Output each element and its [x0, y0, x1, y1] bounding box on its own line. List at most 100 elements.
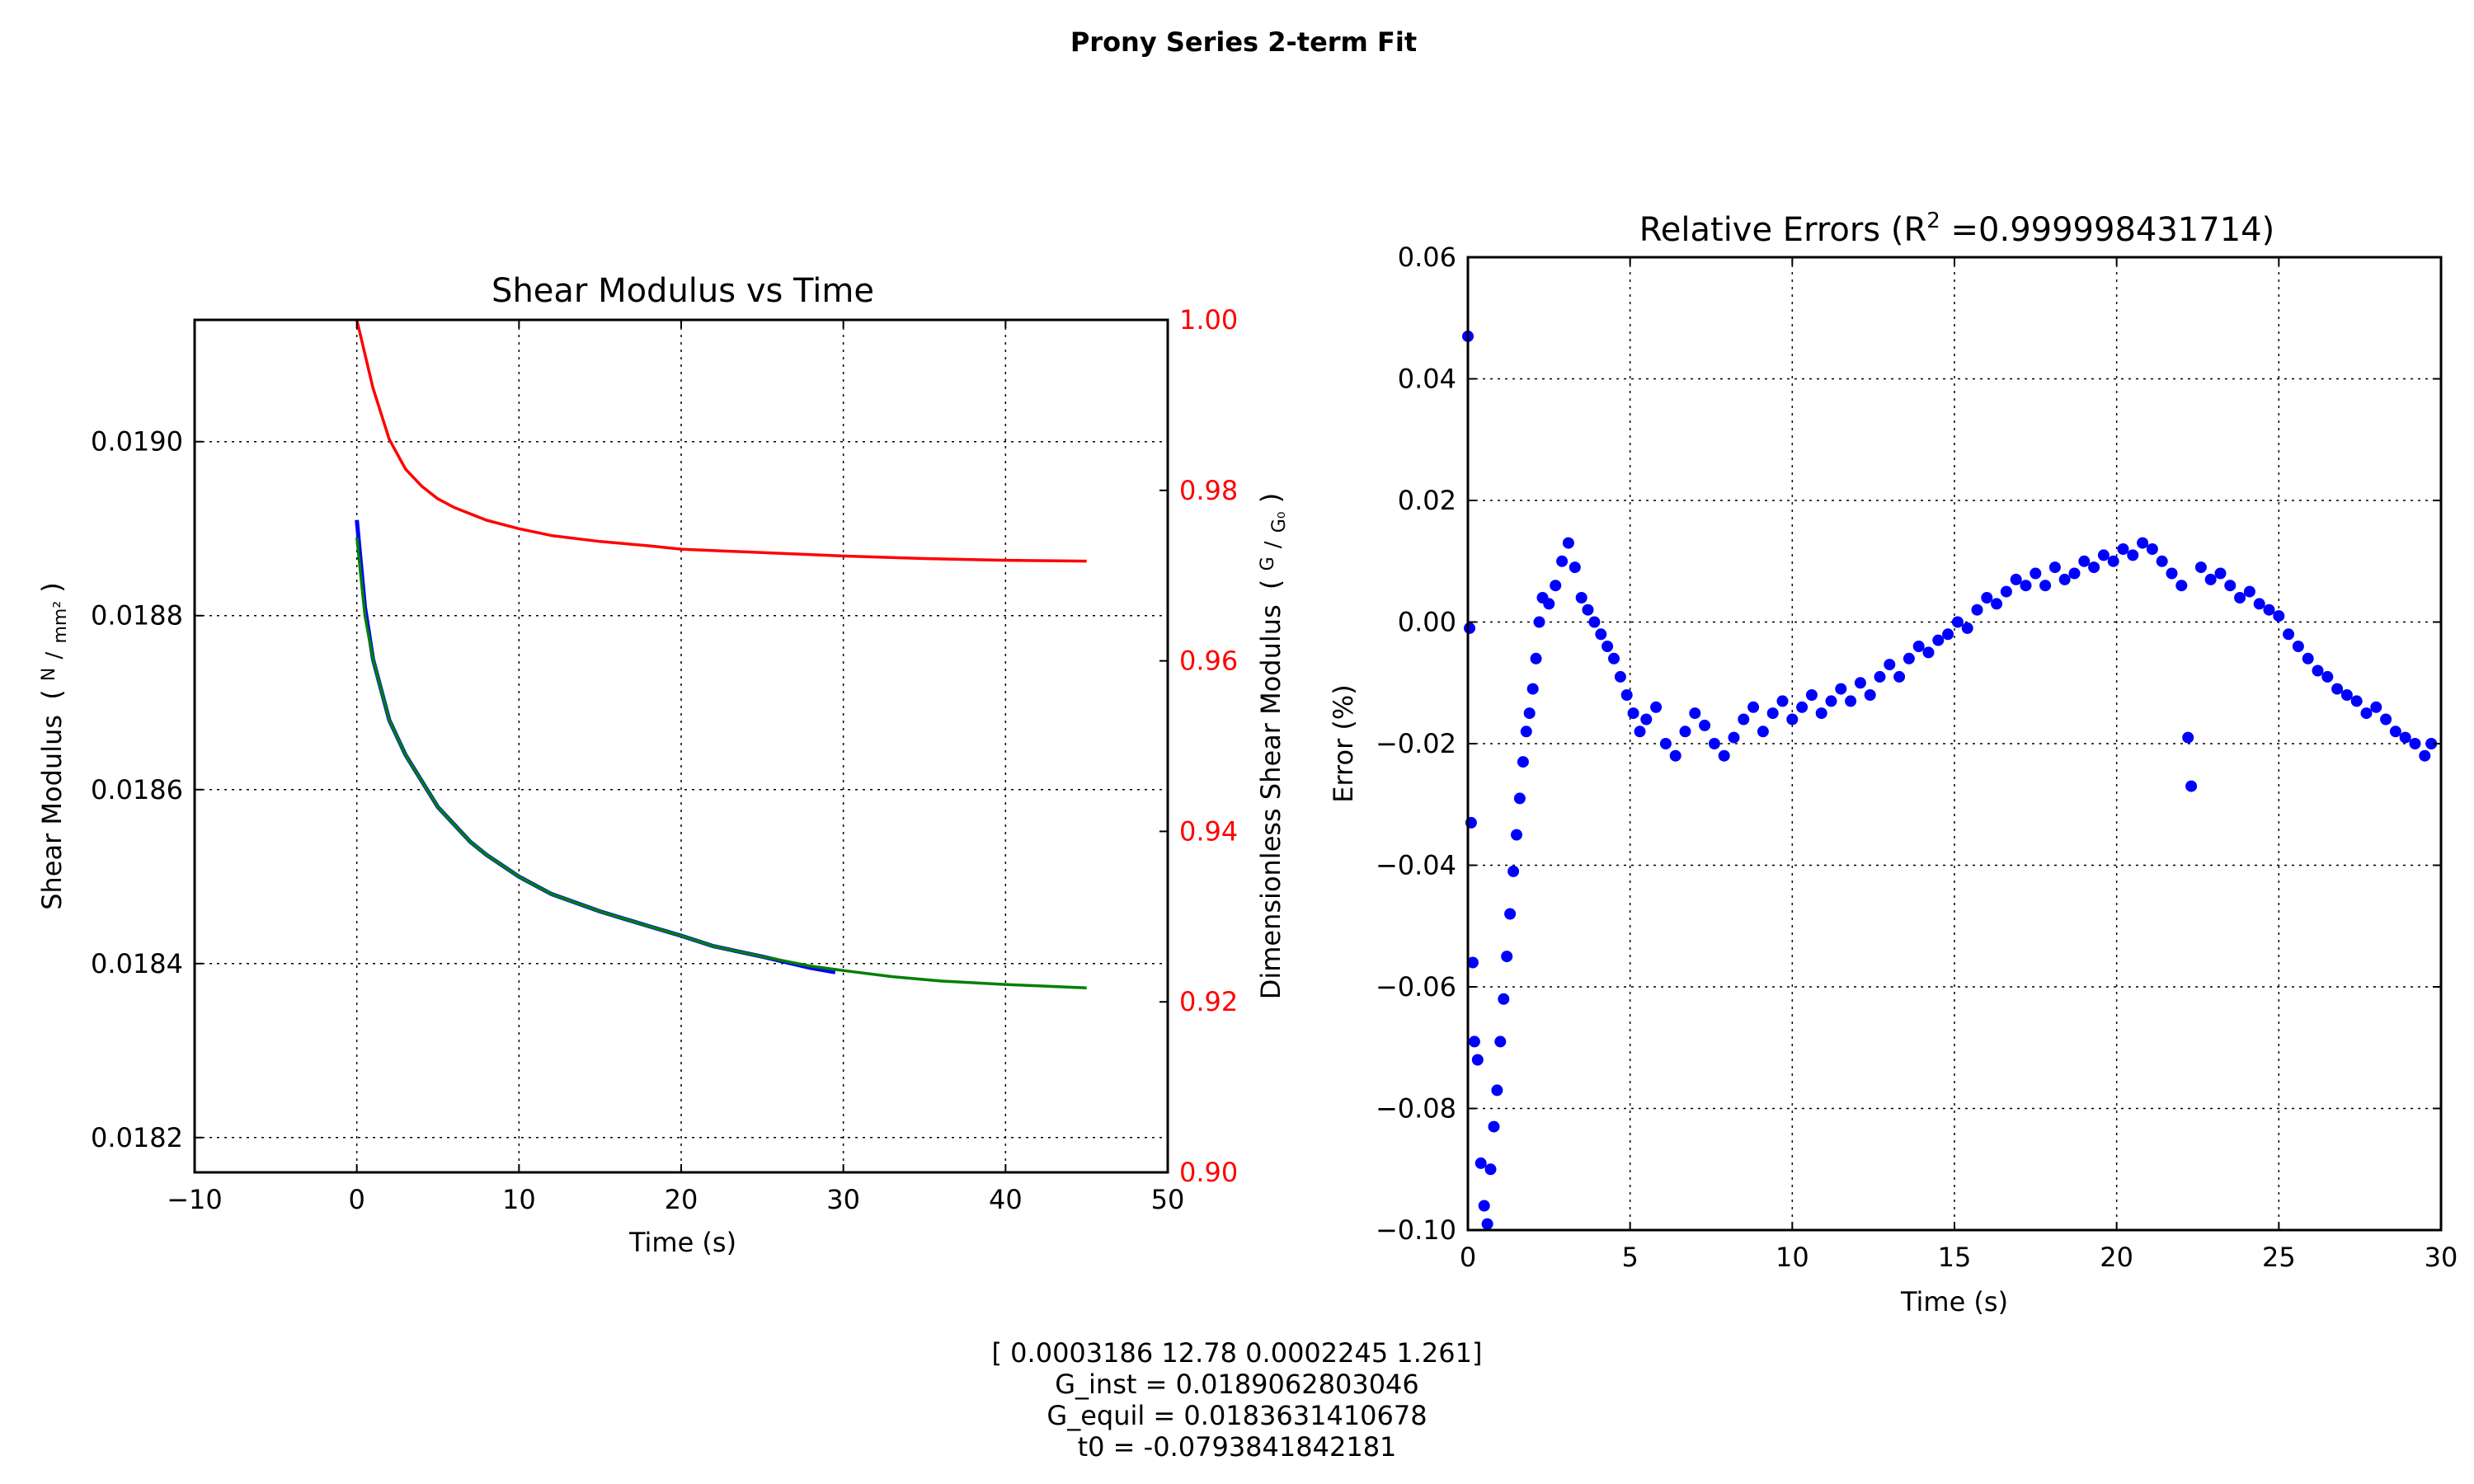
error-point: [2058, 573, 2071, 585]
error-point: [1526, 683, 1539, 695]
err-y-tick-label: 0.04: [1398, 364, 1456, 395]
right-y-unit-num: G: [1258, 556, 1278, 571]
error-point: [1491, 1084, 1503, 1097]
right-y-axis-label: Dimensionless Shear Modulus ( G / G₀ ): [1249, 493, 1291, 1000]
left-x-axis-label: Time (s): [628, 1227, 736, 1258]
error-point: [1582, 603, 1594, 616]
error-point: [2020, 580, 2032, 592]
error-point: [2214, 567, 2227, 580]
left-y-tick-label: 0.0186: [91, 774, 183, 805]
fit-params: [ 0.0003186 12.78 0.0002245 1.261]: [991, 1337, 1483, 1369]
g-inst: G_inst = 0.0189062803046: [1055, 1369, 1419, 1400]
right-y-tick-label: 1.00: [1179, 304, 1238, 336]
error-point: [1562, 537, 1574, 549]
error-point: [2399, 731, 2411, 744]
error-point: [1507, 865, 1520, 877]
error-point: [2107, 555, 2119, 567]
error-point: [1893, 670, 1906, 683]
measured-modulus-line: [355, 519, 836, 974]
error-point: [1971, 603, 1983, 616]
relative-errors-chart: Relative Errors (R2 =0.999998431714) 0 5 1…: [1328, 209, 2458, 1317]
error-point: [1922, 646, 1935, 659]
error-point: [1475, 1157, 1487, 1169]
left-y-ticks: 0.0182 0.0184 0.0186 0.0188 0.0190: [91, 426, 203, 1153]
error-point: [1494, 1036, 1507, 1048]
err-y-tick-label: −0.08: [1376, 1093, 1456, 1125]
error-point: [1776, 695, 1789, 707]
left-x-tick-label: 40: [989, 1184, 1023, 1215]
error-point: [2166, 567, 2178, 580]
error-point: [1504, 908, 1517, 920]
error-point: [1511, 829, 1522, 841]
error-point: [1951, 616, 1964, 628]
error-point: [2273, 610, 2285, 622]
error-point: [2204, 573, 2217, 585]
error-point: [2331, 683, 2344, 695]
err-x-tick-label: 30: [2425, 1242, 2458, 1273]
error-point: [1805, 689, 1818, 701]
error-point: [1786, 713, 1799, 726]
error-point: [1471, 1054, 1484, 1066]
error-point: [2370, 701, 2382, 713]
error-point: [1484, 1163, 1497, 1176]
error-point: [2185, 780, 2198, 792]
error-point: [2350, 695, 2363, 707]
right-title-superscript: 2: [1926, 209, 1940, 233]
error-point: [2263, 603, 2275, 616]
error-point: [2048, 561, 2061, 574]
error-point: [1543, 598, 1555, 610]
error-point: [2039, 580, 2052, 592]
right-y-label-text: Dimensionless Shear Modulus: [1255, 604, 1286, 999]
left-y-tick-label: 0.0184: [91, 948, 183, 979]
error-point: [1523, 707, 1536, 720]
right-axes-frame: [1466, 256, 2443, 1232]
figure-suptitle: Prony Series 2-term Fit: [1070, 26, 1417, 58]
error-point: [1602, 641, 1614, 652]
error-point: [2127, 549, 2139, 561]
error-point: [1513, 792, 1526, 805]
error-point: [2030, 567, 2042, 580]
shear-modulus-chart: Shear Modulus vs Time −10 0 10 20 30 40 50 0.0…: [30, 272, 1291, 1258]
err-x-tick-label: 20: [2100, 1242, 2133, 1273]
error-point: [1498, 993, 1510, 1005]
err-x-tick-label: 5: [1621, 1242, 1638, 1273]
error-point: [2340, 689, 2353, 701]
error-point: [1533, 616, 1545, 628]
left-y-axis-label: Shear Modulus ( N / mm² ): [30, 582, 73, 910]
left-y-unit-den: mm²: [50, 601, 71, 644]
error-point: [1608, 652, 1620, 665]
right-title-value: =0.999998431714): [1940, 211, 2274, 249]
error-point: [1468, 1036, 1480, 1048]
err-y-tick-label: 0.02: [1398, 485, 1456, 516]
right-y-unit-den: G₀: [1269, 511, 1290, 533]
error-point: [1874, 670, 1886, 683]
error-point: [2389, 726, 2401, 738]
error-point: [1854, 677, 1866, 689]
error-point: [1588, 616, 1601, 628]
left-y-tick-label: 0.0182: [91, 1122, 183, 1153]
error-point: [2078, 555, 2091, 567]
right-plot-area: [1462, 330, 2438, 1230]
error-point: [2380, 713, 2392, 726]
error-point: [1620, 689, 1633, 701]
t0-value: t0 = -0.0793841842181: [1077, 1431, 1397, 1463]
right-y-axis-label-err: Error (%): [1328, 684, 1359, 803]
error-point: [2182, 731, 2194, 744]
right-y-tick-label: 0.96: [1179, 646, 1238, 677]
err-x-tick-label: 0: [1460, 1242, 1476, 1273]
error-point: [2253, 598, 2265, 610]
error-point: [1884, 659, 1896, 671]
error-point: [1517, 756, 1529, 768]
left-x-tick-label: 10: [502, 1184, 536, 1215]
error-point: [1634, 726, 1646, 738]
err-y-tick-label: −0.06: [1376, 971, 1456, 1003]
error-point: [1556, 555, 1569, 567]
error-point: [1961, 622, 1973, 634]
error-point: [2224, 580, 2236, 592]
error-point: [2088, 561, 2100, 574]
error-point: [1903, 652, 1915, 665]
error-point: [2146, 543, 2158, 555]
error-point: [1569, 561, 1581, 574]
left-x-tick-label: 30: [826, 1184, 860, 1215]
